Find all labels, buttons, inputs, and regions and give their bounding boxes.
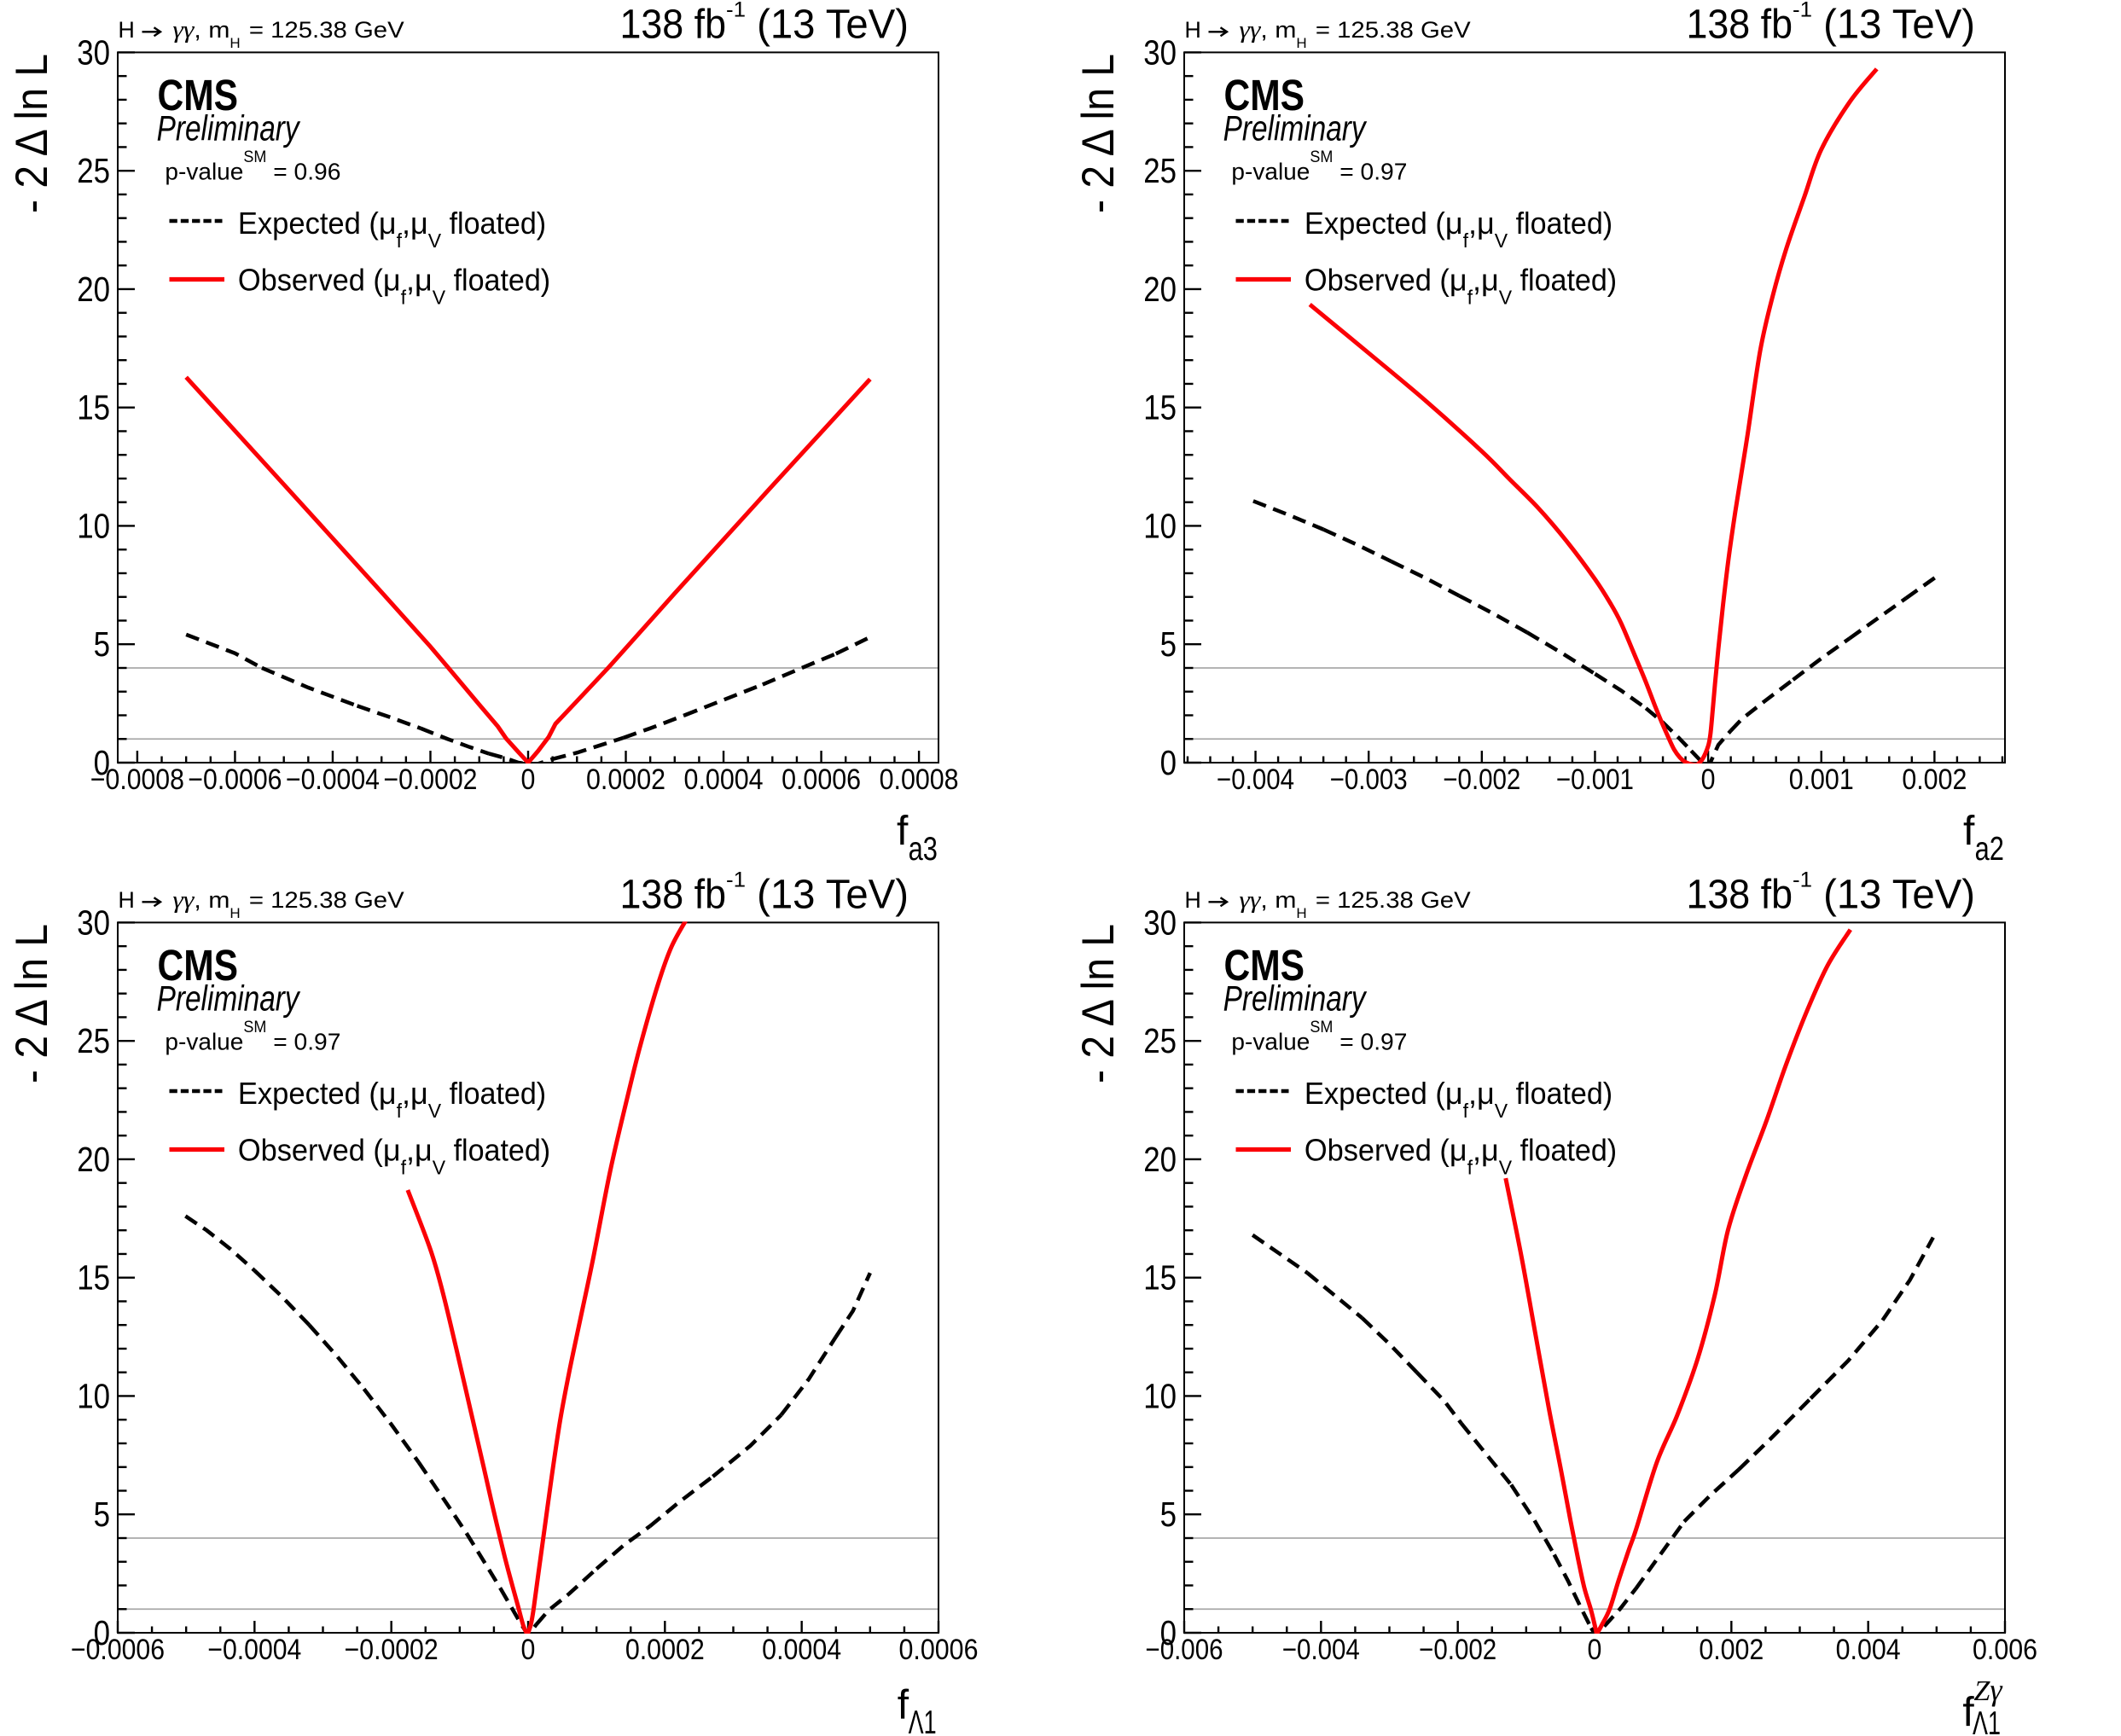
svg-text:0: 0: [1160, 743, 1177, 782]
svg-text:138 fb-1 (13 TeV): 138 fb-1 (13 TeV): [1687, 0, 1976, 48]
svg-text:15: 15: [1143, 388, 1177, 427]
svg-text:a2: a2: [1975, 831, 2004, 868]
svg-text:10: 10: [1143, 506, 1177, 545]
svg-text:0: 0: [94, 1613, 110, 1652]
svg-text:5: 5: [94, 624, 110, 664]
svg-text:CMS: CMS: [1224, 71, 1305, 119]
svg-text:p-valueSM = 0.97: p-valueSM = 0.97: [1231, 1019, 1407, 1055]
svg-text:0.0006: 0.0006: [782, 763, 861, 796]
svg-text:- 2 Δ ln L: - 2 Δ ln L: [7, 924, 57, 1083]
svg-text:20: 20: [77, 270, 110, 309]
svg-text:15: 15: [77, 1258, 110, 1298]
svg-text:20: 20: [1143, 270, 1177, 309]
svg-text:−0.004: −0.004: [1282, 1634, 1360, 1666]
svg-text:0: 0: [1160, 1613, 1177, 1652]
svg-text:p-valueSM = 0.96: p-valueSM = 0.96: [165, 148, 340, 185]
svg-text:−0.0002: −0.0002: [383, 763, 477, 796]
svg-text:Preliminary: Preliminary: [1223, 978, 1368, 1019]
svg-text:Zγ: Zγ: [1974, 1673, 2003, 1707]
svg-text:f: f: [897, 809, 909, 854]
svg-text:0: 0: [1588, 1634, 1602, 1666]
svg-text:−0.0004: −0.0004: [286, 763, 380, 796]
svg-text:−0.0004: −0.0004: [207, 1634, 301, 1666]
svg-text:H γγ, mH = 125.38 GeV: H γγ, mH = 125.38 GeV: [1184, 886, 1470, 921]
svg-text:H γγ, mH = 125.38 GeV: H γγ, mH = 125.38 GeV: [118, 16, 404, 51]
svg-text:25: 25: [77, 1021, 110, 1060]
svg-text:15: 15: [1143, 1258, 1177, 1298]
svg-text:30: 30: [1143, 903, 1177, 942]
svg-text:30: 30: [77, 32, 110, 72]
svg-text:0.0008: 0.0008: [880, 763, 959, 796]
svg-text:p-valueSM = 0.97: p-valueSM = 0.97: [165, 1019, 340, 1055]
svg-text:0.001: 0.001: [1789, 763, 1854, 796]
svg-text:−0.002: −0.002: [1419, 1634, 1496, 1666]
svg-text:0: 0: [521, 763, 536, 796]
svg-text:−0.003: −0.003: [1330, 763, 1408, 796]
svg-text:CMS: CMS: [158, 941, 239, 990]
svg-text:25: 25: [1143, 1021, 1177, 1060]
svg-text:Λ1: Λ1: [1973, 1705, 2001, 1736]
svg-text:138 fb-1 (13 TeV): 138 fb-1 (13 TeV): [620, 868, 909, 918]
svg-text:0.0004: 0.0004: [762, 1634, 841, 1666]
svg-text:- 2 Δ ln L: - 2 Δ ln L: [1073, 924, 1124, 1083]
svg-text:10: 10: [77, 506, 110, 545]
svg-text:20: 20: [77, 1140, 110, 1179]
svg-text:0.0006: 0.0006: [899, 1634, 979, 1666]
svg-text:Expected (μf,μV floated): Expected (μf,μV floated): [1305, 1076, 1613, 1122]
svg-text:−0.001: −0.001: [1556, 763, 1634, 796]
svg-text:Expected (μf,μV floated): Expected (μf,μV floated): [238, 206, 546, 252]
svg-text:25: 25: [1143, 151, 1177, 190]
svg-text:Λ1: Λ1: [909, 1704, 937, 1736]
svg-text:15: 15: [77, 388, 110, 427]
svg-text:−0.004: −0.004: [1217, 763, 1294, 796]
svg-text:Observed (μf,μV floated): Observed (μf,μV floated): [238, 263, 550, 309]
svg-text:−0.006: −0.006: [1146, 1634, 1223, 1666]
svg-text:−0.0006: −0.0006: [188, 763, 282, 796]
svg-text:0.0002: 0.0002: [586, 763, 665, 796]
svg-text:−0.0006: −0.0006: [71, 1634, 165, 1666]
svg-text:0.002: 0.002: [1699, 1634, 1764, 1666]
svg-text:a3: a3: [909, 831, 938, 868]
svg-text:0.0002: 0.0002: [625, 1634, 705, 1666]
svg-text:−0.002: −0.002: [1443, 763, 1520, 796]
svg-text:5: 5: [1160, 1495, 1177, 1534]
svg-text:−0.0008: −0.0008: [90, 763, 184, 796]
svg-text:0.0004: 0.0004: [684, 763, 764, 796]
svg-text:30: 30: [1143, 32, 1177, 72]
svg-text:H γγ, mH = 125.38 GeV: H γγ, mH = 125.38 GeV: [1184, 16, 1470, 51]
svg-text:Observed (μf,μV floated): Observed (μf,μV floated): [1305, 263, 1617, 309]
svg-text:5: 5: [1160, 624, 1177, 664]
svg-text:f: f: [1963, 809, 1975, 854]
svg-text:5: 5: [94, 1495, 110, 1534]
svg-text:Preliminary: Preliminary: [157, 978, 301, 1019]
svg-text:Preliminary: Preliminary: [1223, 108, 1368, 148]
svg-text:Observed (μf,μV floated): Observed (μf,μV floated): [238, 1133, 550, 1179]
svg-text:0: 0: [521, 1634, 536, 1666]
svg-text:10: 10: [1143, 1376, 1177, 1415]
svg-text:- 2 Δ ln L: - 2 Δ ln L: [7, 54, 57, 213]
svg-text:10: 10: [77, 1376, 110, 1415]
svg-text:30: 30: [77, 903, 110, 942]
svg-text:f: f: [1962, 1690, 1974, 1735]
svg-text:25: 25: [77, 151, 110, 190]
svg-text:Preliminary: Preliminary: [157, 108, 301, 148]
svg-text:20: 20: [1143, 1140, 1177, 1179]
svg-text:f: f: [898, 1683, 909, 1728]
svg-text:0: 0: [94, 743, 110, 782]
svg-text:- 2 Δ ln L: - 2 Δ ln L: [1073, 54, 1124, 213]
svg-text:0: 0: [1701, 763, 1716, 796]
svg-text:−0.0002: −0.0002: [345, 1634, 439, 1666]
svg-text:138 fb-1 (13 TeV): 138 fb-1 (13 TeV): [1687, 868, 1976, 918]
svg-text:0.002: 0.002: [1902, 763, 1967, 796]
svg-text:138 fb-1 (13 TeV): 138 fb-1 (13 TeV): [620, 0, 909, 48]
svg-text:CMS: CMS: [1224, 941, 1305, 990]
svg-text:p-valueSM = 0.97: p-valueSM = 0.97: [1231, 148, 1407, 185]
svg-text:Expected (μf,μV floated): Expected (μf,μV floated): [238, 1076, 546, 1122]
svg-text:0.004: 0.004: [1836, 1634, 1901, 1666]
svg-text:H γγ, mH = 125.38 GeV: H γγ, mH = 125.38 GeV: [118, 886, 404, 921]
svg-text:Observed (μf,μV floated): Observed (μf,μV floated): [1305, 1133, 1617, 1179]
svg-text:0.006: 0.006: [1973, 1634, 2037, 1666]
svg-text:CMS: CMS: [158, 71, 239, 119]
svg-text:Expected (μf,μV floated): Expected (μf,μV floated): [1305, 206, 1613, 252]
